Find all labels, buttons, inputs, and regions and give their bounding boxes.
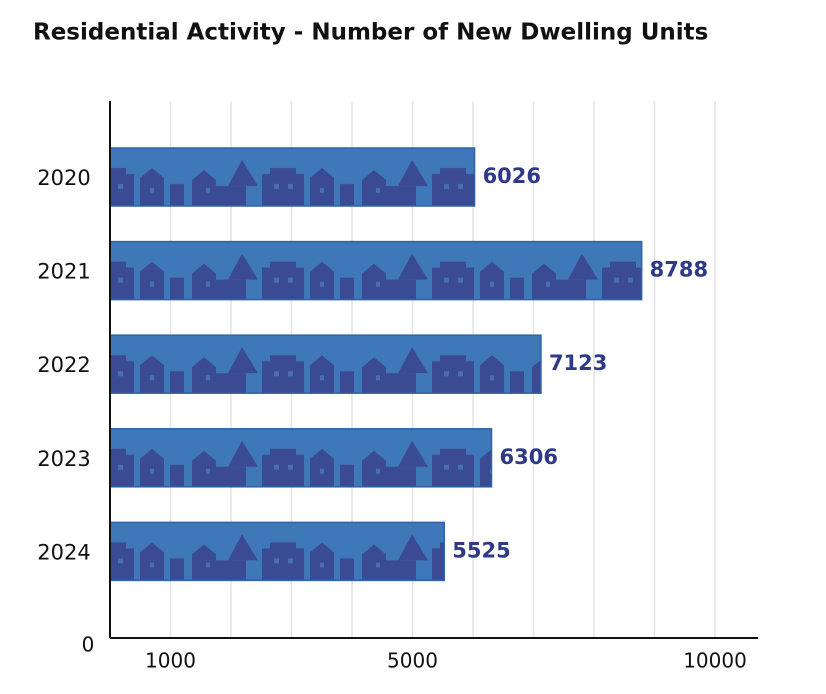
bar-houses — [110, 148, 475, 206]
y-tick-label: 2021 — [37, 260, 90, 284]
bar-houses — [110, 241, 642, 300]
y-tick-label: 2020 — [37, 166, 90, 190]
bar-houses — [110, 428, 492, 487]
value-label: 6306 — [500, 445, 558, 469]
value-label: 6026 — [483, 164, 541, 188]
value-label: 5525 — [452, 538, 510, 562]
bar-houses — [110, 522, 445, 581]
y-tick-label: 2024 — [37, 540, 90, 564]
value-label: 7123 — [549, 351, 607, 375]
value-label: 8788 — [650, 258, 708, 282]
bar-houses — [110, 335, 541, 394]
chart-title: Residential Activity - Number of New Dwe… — [33, 20, 708, 46]
x-tick-label: 10000 — [683, 649, 747, 673]
y-tick-label: 2023 — [37, 447, 90, 471]
x-tick-label: 5000 — [387, 649, 438, 673]
x-tick-label: 1000 — [145, 649, 196, 673]
labels: 0 1000 5000 10000 6026 2020 8788 2021 7123 2022 63… — [37, 164, 747, 673]
x-tick-label: 0 — [82, 633, 95, 657]
bars — [109, 147, 643, 582]
y-tick-label: 2022 — [37, 353, 90, 377]
